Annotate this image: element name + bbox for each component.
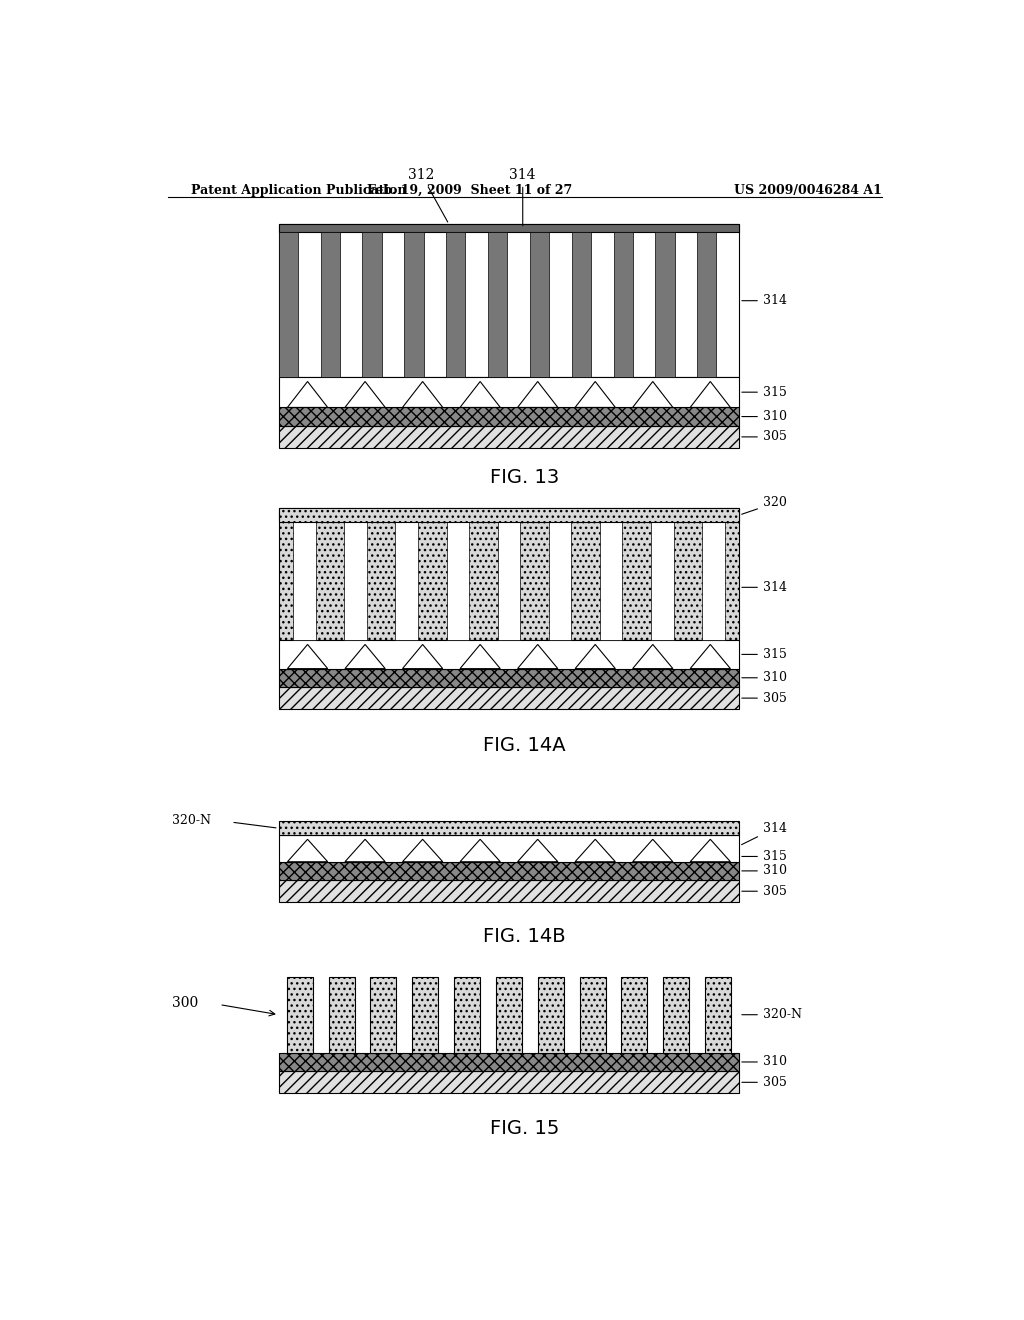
Text: 305: 305 xyxy=(741,884,786,898)
Text: 310: 310 xyxy=(741,1056,786,1068)
Polygon shape xyxy=(402,840,442,862)
Bar xyxy=(279,686,739,709)
Polygon shape xyxy=(517,381,558,408)
Polygon shape xyxy=(288,840,328,862)
Text: 320-N: 320-N xyxy=(741,1008,802,1022)
Polygon shape xyxy=(633,644,673,669)
Bar xyxy=(613,231,633,378)
Bar xyxy=(279,880,739,903)
Bar xyxy=(279,1071,739,1093)
Bar xyxy=(293,523,315,640)
Bar xyxy=(329,977,354,1053)
Bar xyxy=(571,231,591,378)
Bar xyxy=(279,408,739,426)
Text: FIG. 13: FIG. 13 xyxy=(490,469,559,487)
Polygon shape xyxy=(345,644,385,669)
Polygon shape xyxy=(517,644,558,669)
Text: 315: 315 xyxy=(741,385,786,399)
Text: Patent Application Publication: Patent Application Publication xyxy=(191,183,407,197)
Bar xyxy=(549,523,571,640)
Polygon shape xyxy=(690,381,730,408)
Bar xyxy=(279,378,739,408)
Bar xyxy=(279,669,739,686)
Text: 305: 305 xyxy=(741,1076,786,1089)
Bar xyxy=(404,231,424,378)
Bar xyxy=(362,231,382,378)
Bar xyxy=(580,977,605,1053)
Bar xyxy=(395,523,418,640)
Polygon shape xyxy=(690,840,730,862)
Text: 315: 315 xyxy=(741,648,786,661)
Bar xyxy=(529,231,549,378)
Bar xyxy=(279,224,739,378)
Bar xyxy=(279,640,739,669)
Bar xyxy=(702,523,725,640)
Text: 310: 310 xyxy=(741,672,786,684)
Text: 310: 310 xyxy=(741,865,786,878)
Polygon shape xyxy=(288,644,328,669)
Bar xyxy=(279,821,739,836)
Text: 314: 314 xyxy=(510,168,536,226)
Polygon shape xyxy=(345,381,385,408)
Bar xyxy=(371,977,396,1053)
Bar xyxy=(496,977,522,1053)
Text: FIG. 15: FIG. 15 xyxy=(490,1119,559,1138)
Bar xyxy=(622,977,647,1053)
Text: FIG. 14A: FIG. 14A xyxy=(483,735,566,755)
Text: FIG. 14B: FIG. 14B xyxy=(483,927,566,946)
Polygon shape xyxy=(633,381,673,408)
Bar xyxy=(600,523,623,640)
Polygon shape xyxy=(575,644,615,669)
Text: 314: 314 xyxy=(741,581,786,594)
Polygon shape xyxy=(460,644,501,669)
Bar xyxy=(321,231,340,378)
Bar xyxy=(488,231,507,378)
Bar xyxy=(413,977,438,1053)
Polygon shape xyxy=(288,381,328,408)
Text: US 2009/0046284 A1: US 2009/0046284 A1 xyxy=(734,183,882,197)
Bar xyxy=(344,523,367,640)
Bar xyxy=(279,836,739,862)
Bar xyxy=(454,977,480,1053)
Bar xyxy=(655,231,675,378)
Text: Feb. 19, 2009  Sheet 11 of 27: Feb. 19, 2009 Sheet 11 of 27 xyxy=(367,183,571,197)
Text: 305: 305 xyxy=(741,430,786,444)
Polygon shape xyxy=(575,840,615,862)
Bar xyxy=(706,977,731,1053)
Bar xyxy=(279,426,739,447)
Bar xyxy=(498,523,520,640)
Bar xyxy=(287,977,312,1053)
Polygon shape xyxy=(402,381,442,408)
Text: 315: 315 xyxy=(741,850,786,863)
Bar xyxy=(697,231,717,378)
Polygon shape xyxy=(575,381,615,408)
Bar xyxy=(446,231,466,378)
Polygon shape xyxy=(633,840,673,862)
Bar xyxy=(651,523,674,640)
Polygon shape xyxy=(460,840,501,862)
Text: 300: 300 xyxy=(172,995,198,1010)
Polygon shape xyxy=(460,381,501,408)
Text: 305: 305 xyxy=(741,692,786,705)
Bar xyxy=(279,224,739,231)
Bar xyxy=(279,508,739,640)
Bar xyxy=(279,231,298,378)
Text: 314: 314 xyxy=(741,822,786,845)
Bar xyxy=(664,977,689,1053)
Text: 320-N: 320-N xyxy=(172,813,211,826)
Polygon shape xyxy=(345,840,385,862)
Text: 310: 310 xyxy=(741,411,786,424)
Bar xyxy=(538,977,564,1053)
Bar xyxy=(279,862,739,880)
Text: 314: 314 xyxy=(741,294,786,308)
Polygon shape xyxy=(690,644,730,669)
Bar xyxy=(279,1053,739,1071)
Polygon shape xyxy=(402,644,442,669)
Bar xyxy=(279,508,739,523)
Text: 312: 312 xyxy=(409,168,447,222)
Polygon shape xyxy=(517,840,558,862)
Bar xyxy=(446,523,469,640)
Text: 320: 320 xyxy=(741,496,786,515)
